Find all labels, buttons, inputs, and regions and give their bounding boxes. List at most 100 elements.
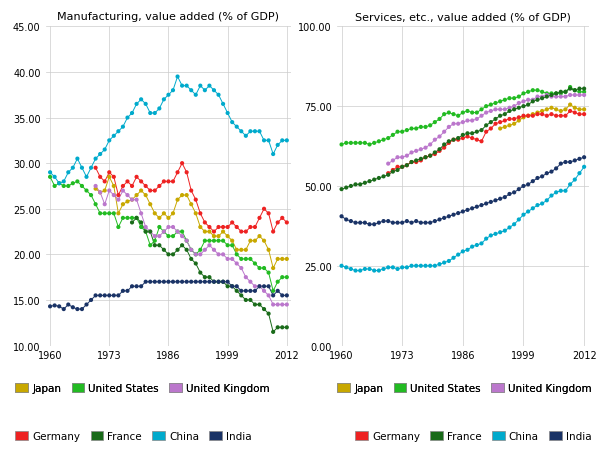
Point: [227, 242, 237, 249]
Point: [369, 221, 379, 228]
Point: [64, 169, 73, 177]
Point: [259, 265, 269, 272]
Point: [472, 204, 482, 211]
Point: [556, 94, 566, 101]
Point: [412, 263, 421, 270]
Point: [209, 278, 219, 286]
Point: [118, 183, 127, 190]
Point: [236, 128, 246, 136]
Point: [154, 215, 164, 222]
Point: [227, 256, 237, 263]
Point: [481, 103, 491, 111]
Point: [141, 224, 151, 231]
Point: [186, 187, 196, 195]
Point: [282, 274, 292, 281]
Point: [490, 100, 500, 107]
Point: [355, 220, 365, 227]
Point: [579, 86, 589, 93]
Point: [523, 113, 533, 120]
Point: [273, 278, 282, 286]
Point: [351, 181, 361, 188]
Point: [91, 186, 101, 193]
Point: [259, 206, 269, 213]
Point: [495, 99, 505, 106]
Point: [351, 220, 361, 227]
Point: [532, 94, 542, 101]
Point: [191, 251, 200, 258]
Point: [246, 256, 256, 263]
Point: [561, 89, 571, 96]
Point: [159, 210, 169, 217]
Point: [50, 302, 59, 309]
Point: [86, 165, 96, 172]
Point: [168, 87, 178, 95]
Point: [164, 233, 174, 240]
Point: [351, 140, 361, 147]
Point: [177, 83, 187, 90]
Point: [398, 264, 407, 271]
Point: [384, 264, 393, 271]
Point: [186, 278, 196, 286]
Point: [232, 247, 242, 254]
Point: [223, 110, 232, 117]
Point: [542, 94, 552, 101]
Point: [146, 201, 155, 208]
Point: [150, 233, 160, 240]
Point: [118, 187, 127, 195]
Point: [412, 148, 421, 155]
Point: [282, 324, 292, 331]
Point: [214, 238, 223, 245]
Point: [416, 124, 426, 131]
Point: [504, 122, 514, 130]
Point: [551, 91, 561, 98]
Point: [177, 228, 187, 236]
Point: [556, 187, 566, 195]
Point: [186, 201, 196, 208]
Point: [416, 220, 426, 227]
Point: [486, 199, 496, 206]
Point: [209, 233, 219, 240]
Point: [384, 161, 393, 168]
Point: [398, 164, 407, 171]
Point: [159, 228, 169, 236]
Point: [426, 263, 435, 270]
Point: [81, 187, 91, 195]
Point: [579, 154, 589, 162]
Point: [159, 247, 169, 254]
Point: [528, 111, 538, 118]
Point: [227, 238, 237, 245]
Point: [509, 221, 519, 228]
Point: [481, 110, 491, 117]
Point: [146, 187, 155, 195]
Point: [246, 278, 256, 286]
Point: [77, 165, 87, 172]
Point: [132, 283, 141, 290]
Point: [439, 111, 449, 118]
Point: [219, 278, 228, 286]
Point: [177, 233, 187, 240]
Point: [68, 180, 78, 187]
Point: [246, 297, 256, 304]
Point: [346, 218, 356, 225]
Point: [109, 133, 119, 140]
Point: [579, 92, 589, 100]
Point: [59, 183, 69, 190]
Point: [523, 97, 533, 104]
Point: [476, 127, 486, 135]
Point: [168, 278, 178, 286]
Point: [570, 87, 580, 95]
Point: [273, 301, 282, 308]
Point: [273, 142, 282, 149]
Point: [421, 220, 430, 227]
Point: [241, 297, 251, 304]
Point: [402, 162, 412, 170]
Point: [236, 247, 246, 254]
Point: [95, 189, 105, 197]
Point: [556, 108, 566, 116]
Point: [518, 114, 528, 121]
Point: [439, 142, 449, 149]
Point: [200, 87, 210, 95]
Point: [223, 233, 232, 240]
Point: [263, 292, 273, 299]
Point: [173, 197, 183, 204]
